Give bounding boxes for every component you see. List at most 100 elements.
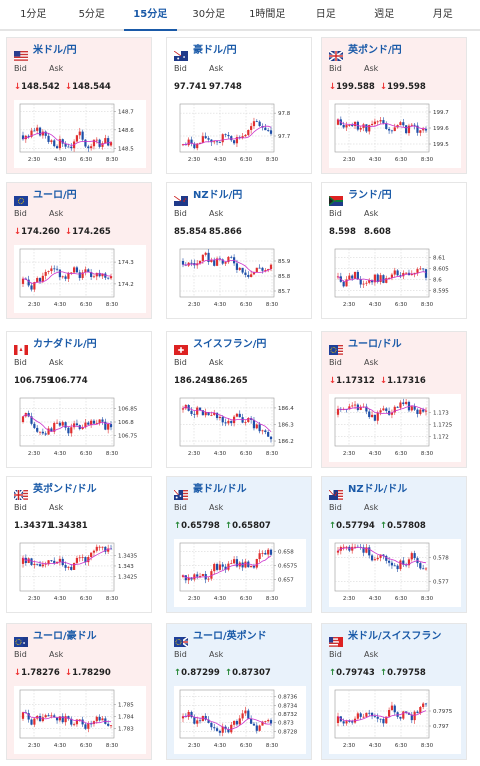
candle-body [255, 121, 258, 123]
rate-card[interactable]: 英ポンド/円 Bid Ask ↓199.588 ↓199.598 2:30 4:3… [321, 37, 467, 174]
rate-card[interactable]: 豪ドル/ドル Bid Ask ↑0.65798 ↑0.65807 2:30 4:3… [166, 476, 312, 613]
x-tick-label: 8:30 [421, 451, 434, 457]
candle-body [70, 718, 73, 725]
rate-card[interactable]: ユーロ/豪ドル Bid Ask ↓1.78276 ↓1.78290 2:30 4:… [6, 623, 152, 760]
pair-name[interactable]: ユーロ/円 [33, 190, 77, 201]
candle-body [410, 124, 413, 126]
down-arrow-icon: ↓ [65, 82, 73, 92]
pair-name[interactable]: ユーロ/英ポンド [193, 631, 267, 642]
rate-card[interactable]: NZドル/ドル Bid Ask ↑0.57794 ↑0.57808 2:30 4:… [321, 476, 467, 613]
pair-name[interactable]: NZドル/円 [193, 190, 243, 201]
tab-7[interactable]: 月足 [432, 9, 453, 20]
tab-5[interactable]: 日足 [315, 9, 336, 20]
plot-frame [19, 542, 115, 592]
candlestick-chart[interactable]: 2:30 4:30 6:30 8:30 1.785 1.784 1.783 [14, 686, 146, 754]
candle-body [107, 723, 110, 726]
candle-body [348, 406, 351, 410]
candle-body [215, 141, 219, 143]
candle-body [342, 546, 345, 548]
y-tick-label: 0.8736 [278, 695, 298, 701]
tab-0[interactable]: 1分足 [20, 9, 47, 20]
rate-card[interactable]: 米ドル/スイスフラン Bid Ask ↑0.79743 ↑0.79758 2:3… [321, 623, 467, 760]
tab-3[interactable]: 30分足 [192, 9, 226, 20]
pair-name[interactable]: 英ポンド/ドル [33, 484, 97, 495]
x-tick-label: 2:30 [28, 302, 41, 308]
pair-name[interactable]: ユーロ/豪ドル [33, 631, 97, 642]
candle-body [95, 139, 98, 141]
pair-name[interactable]: 英ポンド/円 [348, 45, 402, 56]
candlestick-chart[interactable]: 2:30 4:30 6:30 8:30 174.3 174.2 [14, 245, 146, 313]
down-arrow-icon: ↓ [65, 668, 73, 678]
rate-card[interactable]: ユーロ/円 Bid Ask ↓174.260 ↓174.265 2:30 4:30… [6, 182, 152, 319]
candlestick-chart[interactable]: 2:30 4:30 6:30 8:30 0.658 0.6575 0.657 [174, 539, 306, 607]
candlestick-chart[interactable]: 2:30 4:30 6:30 8:30 148.7 148.6 148.5 [14, 100, 146, 168]
ask-label: Ask [209, 64, 224, 73]
x-tick-label: 2:30 [188, 451, 201, 457]
pair-name[interactable]: 米ドル/円 [33, 45, 77, 56]
candlestick-chart[interactable]: 2:30 4:30 6:30 8:30 0.8736 0.8734 0.8732 0.873 0… [174, 686, 306, 754]
pair-name[interactable]: 米ドル/スイスフラン [348, 631, 442, 642]
ask-price: 199.598 [387, 82, 426, 92]
candlestick-chart[interactable]: 2:30 4:30 6:30 8:30 199.7 199.6 199.5 [329, 100, 461, 168]
pair-name[interactable]: NZドル/ドル [348, 484, 408, 495]
candle-body [399, 275, 402, 277]
candlestick-chart[interactable]: 2:30 4:30 6:30 8:30 97.8 97.7 [174, 100, 306, 168]
moving-average-line [22, 132, 112, 146]
candle-body [90, 146, 93, 149]
y-tick-label: 85.9 [278, 259, 291, 265]
pair-name[interactable]: カナダドル/円 [33, 339, 97, 350]
ask-price: 85.866 [209, 227, 242, 237]
rate-card[interactable]: 英ポンド/ドル Bid Ask 1.34371 1.34381 2:30 4:30… [6, 476, 152, 613]
rate-card[interactable]: スイスフラン/円 Bid Ask 186.249 186.265 2:30 4:3… [166, 331, 312, 468]
tab-4[interactable]: 1時間足 [249, 9, 286, 20]
pair-name[interactable]: ユーロ/ドル [348, 339, 402, 350]
candlestick-chart[interactable]: 2:30 4:30 6:30 8:30 8.61 8.605 8.6 8.595 [329, 245, 461, 313]
tab-2[interactable]: 15分足 [124, 0, 177, 31]
rate-card[interactable]: カナダドル/円 Bid Ask 106.759 106.774 2:30 4:30… [6, 331, 152, 468]
tab-1[interactable]: 5分足 [78, 9, 105, 20]
ask-price: 0.65807 [232, 521, 271, 531]
pair-name[interactable]: 豪ドル/ドル [193, 484, 247, 495]
candle-body [368, 280, 371, 283]
pair-name[interactable]: 豪ドル/円 [193, 45, 237, 56]
ask-value: 8.608 [364, 227, 391, 237]
candlestick-chart[interactable]: 2:30 4:30 6:30 8:30 186.4 186.3 186.2 [174, 394, 306, 462]
rate-card[interactable]: ユーロ/英ポンド Bid Ask ↑0.87299 ↑0.87307 2:30 4… [166, 623, 312, 760]
x-tick-label: 4:30 [214, 596, 227, 602]
y-tick-label: 199.5 [433, 142, 449, 148]
rate-card[interactable]: 豪ドル/円 Bid Ask 97.741 97.748 2:30 4:30 6:30… [166, 37, 312, 174]
candle-body [55, 422, 59, 424]
candle-body [198, 260, 202, 264]
candle-body [75, 557, 79, 563]
rate-card[interactable]: ランド/円 Bid Ask 8.598 8.608 2:30 4:30 6:30 8:… [321, 182, 467, 319]
chart-svg: 2:30 4:30 6:30 8:30 8.61 8.605 8.6 8.595 [334, 248, 449, 308]
x-tick-label: 6:30 [80, 596, 93, 602]
candlestick-chart[interactable]: 2:30 4:30 6:30 8:30 1.3435 1.343 1.3425 [14, 539, 146, 607]
candlestick-chart[interactable]: 2:30 4:30 6:30 8:30 85.9 85.8 85.7 [174, 245, 306, 313]
candlestick-chart[interactable]: 2:30 4:30 6:30 8:30 106.85 106.8 106.75 [14, 394, 146, 462]
rate-card[interactable]: 米ドル/円 Bid Ask ↓148.542 ↓148.544 2:30 4:30… [6, 37, 152, 174]
candle-body [373, 559, 377, 561]
rate-card[interactable]: NZドル/円 Bid Ask 85.854 85.866 2:30 4:30 6:3… [166, 182, 312, 319]
candle-body [407, 559, 411, 566]
candlestick-chart[interactable]: 2:30 4:30 6:30 8:30 1.173 1.1725 1.172 [329, 394, 461, 462]
pair-name[interactable]: スイスフラン/円 [193, 339, 267, 350]
bid-value: ↑0.57794 [329, 521, 375, 531]
y-tick-label: 0.657 [278, 578, 294, 584]
candle-body [204, 136, 207, 139]
tab-6[interactable]: 週足 [374, 9, 395, 20]
candle-body [78, 131, 81, 136]
bid-value: 106.759 [14, 376, 53, 386]
candle-body [218, 564, 222, 570]
x-tick-label: 4:30 [369, 157, 382, 163]
candle-body [399, 716, 402, 719]
candlestick-chart[interactable]: 2:30 4:30 6:30 8:30 0.7975 0.797 [329, 686, 461, 754]
y-tick-label: 1.3435 [118, 554, 138, 560]
candlestick-chart[interactable]: 2:30 4:30 6:30 8:30 0.578 0.577 [329, 539, 461, 607]
ask-value: ↑0.65807 [225, 521, 271, 531]
candle-body [250, 718, 253, 724]
candle-body [252, 272, 256, 275]
pair-name[interactable]: ランド/円 [348, 190, 392, 201]
rate-card[interactable]: ユーロ/ドル Bid Ask ↓1.17312 ↓1.17316 2:30 4:3… [321, 331, 467, 468]
candle-body [70, 427, 73, 434]
